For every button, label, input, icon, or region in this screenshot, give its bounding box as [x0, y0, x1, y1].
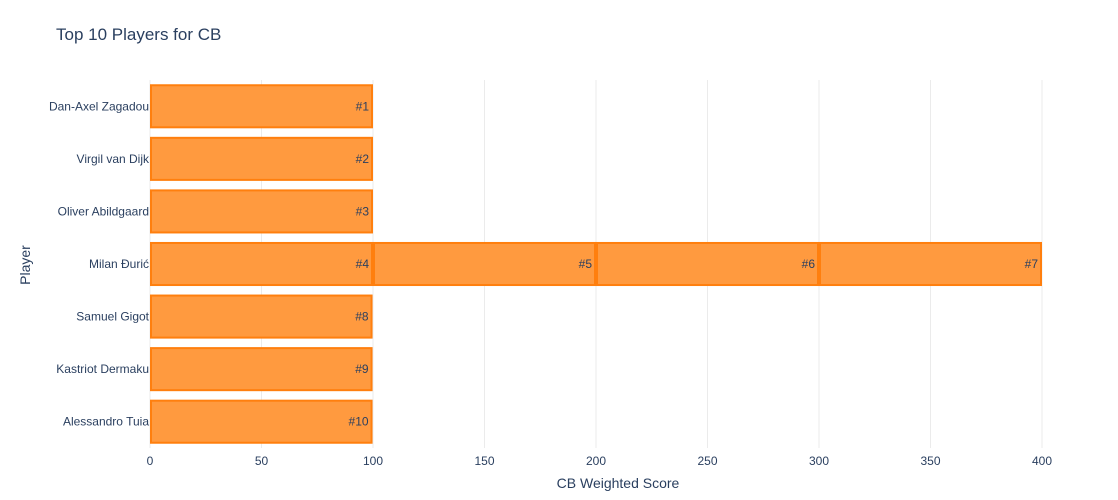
x-tick-label: 400 — [1032, 454, 1052, 468]
chart-title: Top 10 Players for CB — [56, 25, 221, 44]
y-axis-title: Player — [17, 245, 33, 285]
bar-rank-label: #4 — [356, 257, 370, 271]
bar-rank-label: #9 — [355, 362, 369, 376]
x-tick-label: 200 — [586, 454, 606, 468]
bar — [150, 347, 373, 392]
bars: #1 #2 #3 #4 #5 #6 #7 #8 #9 #10 — [150, 84, 1042, 444]
bar-rank-label: #1 — [356, 99, 370, 113]
bar — [596, 241, 819, 287]
bar — [150, 241, 373, 287]
bar-rank-label: #8 — [355, 310, 369, 324]
bar — [150, 294, 373, 339]
bar — [373, 241, 596, 287]
bar-rank-label: #5 — [579, 257, 593, 271]
y-tick-label: Kastriot Dermaku — [56, 362, 149, 376]
bar — [819, 241, 1042, 287]
y-tick-label: Virgil van Dijk — [77, 152, 150, 166]
y-tick-label: Samuel Gigot — [76, 310, 149, 324]
bar-rank-label: #7 — [1025, 257, 1039, 271]
x-tick-label: 250 — [697, 454, 717, 468]
bar — [150, 136, 373, 181]
bar — [150, 189, 373, 234]
x-tick-label: 100 — [363, 454, 383, 468]
bar — [150, 399, 373, 444]
y-tick-label: Milan Đurić — [89, 257, 149, 271]
y-tick-label: Alessandro Tuia — [63, 415, 149, 429]
bar — [150, 84, 373, 129]
bar-rank-label: #6 — [802, 257, 816, 271]
bar-rank-label: #10 — [349, 415, 369, 429]
y-tick-label: Oliver Abildgaard — [58, 204, 149, 218]
x-axis-ticks: 0 50 100 150 200 250 300 350 400 — [147, 454, 1053, 468]
x-tick-label: 150 — [474, 454, 494, 468]
x-tick-label: 350 — [920, 454, 940, 468]
bar-rank-label: #2 — [356, 152, 370, 166]
bar-rank-label: #3 — [356, 204, 370, 218]
x-tick-label: 300 — [809, 454, 829, 468]
y-axis-ticks: Dan-Axel Zagadou Virgil van Dijk Oliver Ab… — [49, 99, 150, 428]
x-tick-label: 0 — [147, 454, 154, 468]
y-tick-label: Dan-Axel Zagadou — [49, 99, 149, 113]
x-axis-title: CB Weighted Score — [557, 475, 680, 491]
x-tick-label: 50 — [255, 454, 269, 468]
